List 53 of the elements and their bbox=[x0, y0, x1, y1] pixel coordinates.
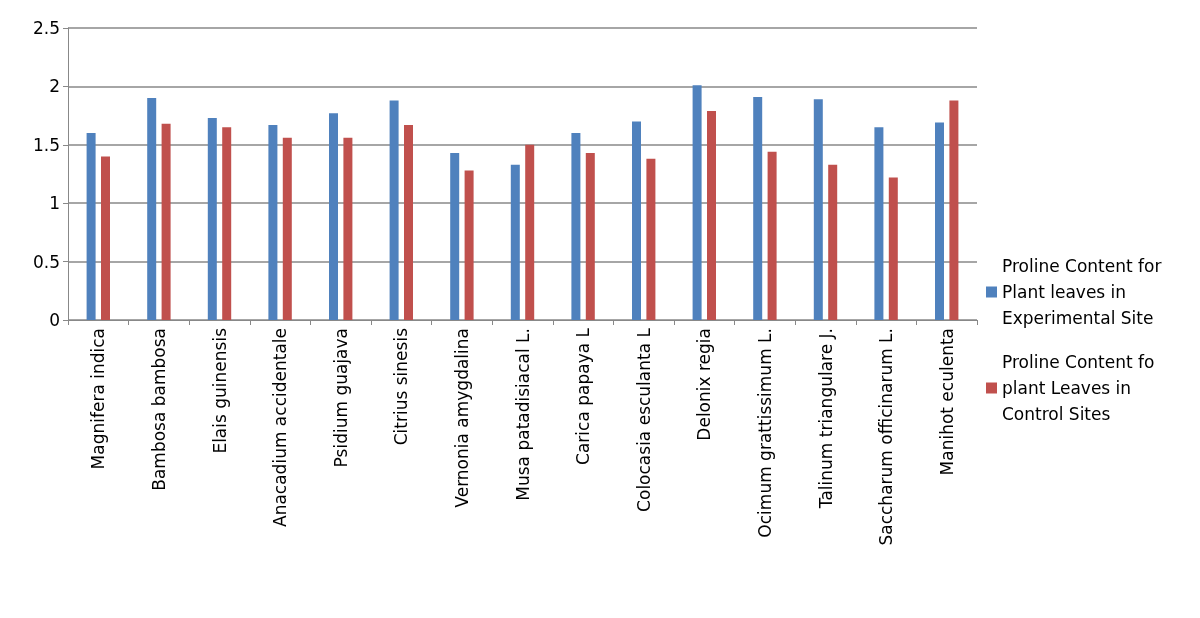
x-tick-label: Saccharum officinarum L. bbox=[876, 328, 897, 546]
y-tick-label: 1 bbox=[49, 193, 60, 214]
bar bbox=[935, 122, 944, 320]
legend-label: Proline Content fo plant Leaves in Control Sites bbox=[1002, 352, 1160, 424]
x-tick-label: Delonix regia bbox=[694, 328, 715, 441]
y-tick-label: 2 bbox=[49, 76, 60, 97]
bar bbox=[949, 100, 959, 320]
bar bbox=[147, 98, 157, 320]
bar bbox=[888, 177, 898, 320]
bar bbox=[510, 164, 520, 320]
y-tick-label: 0 bbox=[49, 310, 60, 330]
x-tick-label: Vernonia amygdalina bbox=[451, 328, 472, 508]
bar bbox=[101, 156, 110, 320]
y-tick-label: 0.5 bbox=[32, 251, 60, 272]
legend-label: Proline Content for Plant leaves in Experimental Site bbox=[1002, 256, 1167, 328]
x-tick-label: Talinum triangulare J. bbox=[815, 328, 836, 510]
bar bbox=[692, 85, 702, 320]
bar bbox=[767, 151, 777, 320]
bar bbox=[389, 100, 399, 320]
bar bbox=[707, 110, 716, 320]
bar bbox=[268, 124, 278, 320]
bar bbox=[207, 117, 217, 320]
x-tick-label: Musa patadisiacal L. bbox=[512, 328, 533, 501]
bar bbox=[464, 170, 474, 320]
bar bbox=[632, 121, 641, 320]
x-tick-label: Bambosa bambosa bbox=[148, 328, 169, 491]
bar bbox=[813, 99, 823, 320]
bar bbox=[222, 127, 232, 320]
x-tick-label: Psidium guajava bbox=[330, 328, 351, 468]
bar bbox=[828, 164, 838, 320]
bar bbox=[753, 96, 763, 320]
x-tick-label: Ocimum grattissimum L. bbox=[754, 328, 775, 538]
x-tick-label: Magnifera indica bbox=[88, 328, 109, 470]
x-tick-label: Anacadium accidentale bbox=[270, 328, 291, 527]
y-tick-label: 1.5 bbox=[32, 134, 60, 155]
bar bbox=[343, 137, 353, 320]
x-tick-label: Carica papaya L bbox=[573, 327, 594, 465]
x-tick-label: Elais guinensis bbox=[209, 327, 230, 454]
x-tick-label: Colocasia esculanta L bbox=[633, 327, 654, 512]
bar bbox=[874, 127, 884, 320]
bar bbox=[525, 144, 535, 320]
bar bbox=[404, 124, 413, 320]
bar bbox=[161, 123, 171, 320]
bar bbox=[282, 137, 292, 320]
bar bbox=[329, 113, 338, 320]
x-tick-label: Manihot eculenta bbox=[936, 328, 957, 476]
bar bbox=[450, 152, 460, 320]
bar bbox=[646, 158, 656, 320]
bar bbox=[571, 133, 581, 320]
x-tick-label: Citrius sinesis bbox=[391, 327, 412, 446]
bar bbox=[86, 133, 96, 320]
y-tick-label: 2.5 bbox=[32, 18, 60, 38]
bar bbox=[585, 152, 595, 320]
